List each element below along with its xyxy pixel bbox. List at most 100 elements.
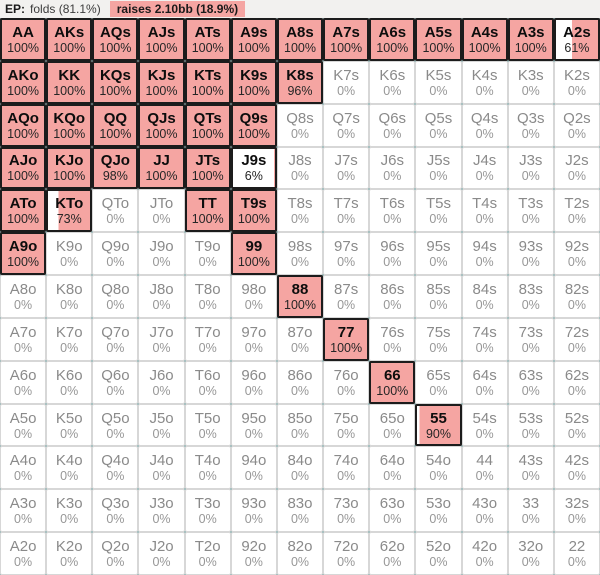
hand-cell-22[interactable]: 22 0%	[553, 532, 600, 575]
hand-cell-93s[interactable]: 93s 0%	[507, 232, 554, 276]
hand-cell-76o[interactable]: 76o 0%	[323, 360, 370, 404]
hand-cell-87o[interactable]: 87o 0%	[276, 317, 324, 361]
hand-cell-A4o[interactable]: A4o 0%	[0, 446, 47, 490]
hand-cell-AQs[interactable]: AQs 100%	[92, 18, 139, 61]
hand-cell-A2s[interactable]: A2s 61%	[553, 18, 600, 61]
hand-cell-99[interactable]: 99 100%	[230, 232, 277, 276]
hand-cell-A9o[interactable]: A9o 100%	[0, 232, 47, 276]
hand-cell-A9s[interactable]: A9s 100%	[230, 18, 277, 61]
hand-cell-T5o[interactable]: T5o 0%	[184, 403, 231, 447]
hand-cell-T7s[interactable]: T7s 0%	[323, 189, 370, 233]
hand-cell-A4s[interactable]: A4s 100%	[461, 18, 508, 61]
hand-cell-JJ[interactable]: JJ 100%	[138, 146, 185, 190]
hand-cell-A5s[interactable]: A5s 100%	[415, 18, 462, 61]
hand-cell-T5s[interactable]: T5s 0%	[415, 189, 462, 233]
hand-cell-J9s[interactable]: J9s 6%	[230, 146, 277, 190]
hand-cell-K5o[interactable]: K5o 0%	[46, 403, 93, 447]
hand-cell-AKo[interactable]: AKo 100%	[0, 60, 47, 104]
hand-cell-Q5o[interactable]: Q5o 0%	[92, 403, 139, 447]
hand-cell-T8s[interactable]: T8s 0%	[276, 189, 324, 233]
hand-cell-Q3s[interactable]: Q3s 0%	[507, 103, 554, 147]
hand-cell-AA[interactable]: AA 100%	[0, 18, 47, 61]
hand-cell-AKs[interactable]: AKs 100%	[46, 18, 93, 61]
hand-cell-65s[interactable]: 65s 0%	[415, 360, 462, 404]
hand-cell-66[interactable]: 66 100%	[369, 360, 416, 404]
hand-cell-QJs[interactable]: QJs 100%	[138, 103, 185, 147]
hand-cell-55[interactable]: 55 90%	[415, 403, 462, 447]
hand-cell-32s[interactable]: 32s 0%	[553, 489, 600, 533]
hand-cell-42s[interactable]: 42s 0%	[553, 446, 600, 490]
hand-cell-K6s[interactable]: K6s 0%	[369, 60, 416, 104]
hand-cell-Q6o[interactable]: Q6o 0%	[92, 360, 139, 404]
hand-cell-92s[interactable]: 92s 0%	[553, 232, 600, 276]
hand-cell-87s[interactable]: 87s 0%	[323, 275, 370, 318]
hand-cell-Q6s[interactable]: Q6s 0%	[369, 103, 416, 147]
hand-cell-A6o[interactable]: A6o 0%	[0, 360, 47, 404]
hand-cell-J9o[interactable]: J9o 0%	[138, 232, 185, 276]
hand-cell-92o[interactable]: 92o 0%	[230, 532, 277, 575]
hand-cell-65o[interactable]: 65o 0%	[369, 403, 416, 447]
hand-cell-KQo[interactable]: KQo 100%	[46, 103, 93, 147]
hand-cell-T2s[interactable]: T2s 0%	[553, 189, 600, 233]
hand-cell-J5s[interactable]: J5s 0%	[415, 146, 462, 190]
hand-cell-KQs[interactable]: KQs 100%	[92, 60, 139, 104]
hand-cell-QTo[interactable]: QTo 0%	[92, 189, 139, 233]
hand-cell-QTs[interactable]: QTs 100%	[184, 103, 231, 147]
hand-cell-77[interactable]: 77 100%	[323, 317, 370, 361]
hand-cell-K3o[interactable]: K3o 0%	[46, 489, 93, 533]
hand-cell-82o[interactable]: 82o 0%	[276, 532, 324, 575]
hand-cell-ATs[interactable]: ATs 100%	[184, 18, 231, 61]
hand-cell-43o[interactable]: 43o 0%	[461, 489, 508, 533]
hand-cell-J2s[interactable]: J2s 0%	[553, 146, 600, 190]
raise-frequency-badge[interactable]: raises 2.10bb (18.9%)	[109, 1, 246, 17]
hand-cell-A3s[interactable]: A3s 100%	[507, 18, 554, 61]
hand-cell-T9o[interactable]: T9o 0%	[184, 232, 231, 276]
hand-cell-54o[interactable]: 54o 0%	[415, 446, 462, 490]
hand-cell-K4o[interactable]: K4o 0%	[46, 446, 93, 490]
hand-cell-Q7o[interactable]: Q7o 0%	[92, 317, 139, 361]
hand-cell-74o[interactable]: 74o 0%	[323, 446, 370, 490]
hand-cell-ATo[interactable]: ATo 100%	[0, 189, 47, 233]
hand-cell-Q8o[interactable]: Q8o 0%	[92, 275, 139, 318]
hand-cell-86s[interactable]: 86s 0%	[369, 275, 416, 318]
hand-cell-A7s[interactable]: A7s 100%	[323, 18, 370, 61]
hand-cell-J8s[interactable]: J8s 0%	[276, 146, 324, 190]
hand-cell-AQo[interactable]: AQo 100%	[0, 103, 47, 147]
hand-cell-84o[interactable]: 84o 0%	[276, 446, 324, 490]
hand-cell-J5o[interactable]: J5o 0%	[138, 403, 185, 447]
hand-cell-52o[interactable]: 52o 0%	[415, 532, 462, 575]
hand-cell-A7o[interactable]: A7o 0%	[0, 317, 47, 361]
hand-cell-44[interactable]: 44 0%	[461, 446, 508, 490]
hand-cell-72o[interactable]: 72o 0%	[323, 532, 370, 575]
hand-cell-72s[interactable]: 72s 0%	[553, 317, 600, 361]
hand-cell-93o[interactable]: 93o 0%	[230, 489, 277, 533]
hand-cell-32o[interactable]: 32o 0%	[507, 532, 554, 575]
hand-cell-TT[interactable]: TT 100%	[184, 189, 231, 233]
hand-cell-KJo[interactable]: KJo 100%	[46, 146, 93, 190]
hand-cell-K8s[interactable]: K8s 96%	[276, 60, 324, 104]
hand-cell-QJo[interactable]: QJo 98%	[92, 146, 139, 190]
hand-cell-J6o[interactable]: J6o 0%	[138, 360, 185, 404]
hand-cell-A5o[interactable]: A5o 0%	[0, 403, 47, 447]
hand-cell-97o[interactable]: 97o 0%	[230, 317, 277, 361]
hand-cell-Q4s[interactable]: Q4s 0%	[461, 103, 508, 147]
hand-cell-85s[interactable]: 85s 0%	[415, 275, 462, 318]
hand-cell-J2o[interactable]: J2o 0%	[138, 532, 185, 575]
hand-cell-52s[interactable]: 52s 0%	[553, 403, 600, 447]
hand-cell-75o[interactable]: 75o 0%	[323, 403, 370, 447]
hand-cell-Q8s[interactable]: Q8s 0%	[276, 103, 324, 147]
hand-cell-83s[interactable]: 83s 0%	[507, 275, 554, 318]
hand-cell-85o[interactable]: 85o 0%	[276, 403, 324, 447]
hand-cell-AJo[interactable]: AJo 100%	[0, 146, 47, 190]
hand-cell-A6s[interactable]: A6s 100%	[369, 18, 416, 61]
hand-cell-J3s[interactable]: J3s 0%	[507, 146, 554, 190]
hand-cell-64o[interactable]: 64o 0%	[369, 446, 416, 490]
hand-cell-53o[interactable]: 53o 0%	[415, 489, 462, 533]
hand-cell-T7o[interactable]: T7o 0%	[184, 317, 231, 361]
hand-cell-73o[interactable]: 73o 0%	[323, 489, 370, 533]
hand-cell-83o[interactable]: 83o 0%	[276, 489, 324, 533]
hand-cell-74s[interactable]: 74s 0%	[461, 317, 508, 361]
hand-cell-K9s[interactable]: K9s 100%	[230, 60, 277, 104]
hand-cell-T6o[interactable]: T6o 0%	[184, 360, 231, 404]
hand-cell-K2s[interactable]: K2s 0%	[553, 60, 600, 104]
